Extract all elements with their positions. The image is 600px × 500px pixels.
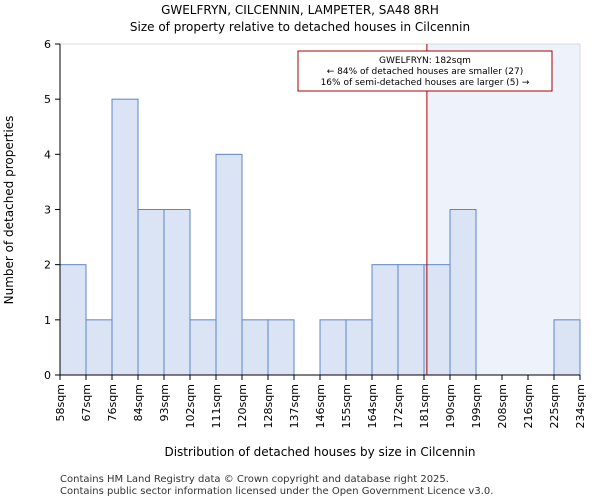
annotation-smaller: ← 84% of detached houses are smaller (27… — [327, 67, 524, 77]
x-tick-label-58sqm: 58sqm — [54, 384, 67, 421]
x-tick-label-120sqm: 120sqm — [236, 384, 249, 428]
x-tick-label-146sqm: 146sqm — [314, 384, 327, 428]
x-tick-label-164sqm: 164sqm — [366, 384, 379, 428]
x-tick-label-172sqm: 172sqm — [392, 384, 405, 428]
bar-128sqm — [267, 319, 295, 376]
x-tick-label-128sqm: 128sqm — [262, 384, 275, 428]
bar-76sqm — [111, 98, 139, 376]
footer-line2: Contains public sector information licen… — [60, 486, 493, 497]
bar-190sqm — [449, 209, 477, 376]
x-tick-label-76sqm: 76sqm — [106, 384, 119, 421]
bar-146sqm — [319, 319, 347, 376]
y-tick-label-5: 5 — [44, 93, 51, 106]
bar-111sqm — [215, 153, 243, 376]
bar-67sqm — [85, 319, 113, 376]
annotation-title: GWELFRYN: 182sqm — [379, 56, 471, 66]
chart-title-line1: GWELFRYN, CILCENNIN, LAMPETER, SA48 8RH — [161, 3, 439, 17]
bar-58sqm — [59, 264, 87, 376]
x-tick-label-67sqm: 67sqm — [80, 384, 93, 421]
annotation-box — [297, 50, 553, 92]
x-tick-label-208sqm: 208sqm — [496, 384, 509, 428]
chart-title-line2: Size of property relative to detached ho… — [130, 20, 470, 34]
y-tick-label-2: 2 — [44, 259, 51, 272]
bar-172sqm — [397, 264, 425, 376]
bar-164sqm — [371, 264, 399, 376]
y-tick-label-3: 3 — [44, 204, 51, 217]
x-tick-label-137sqm: 137sqm — [288, 384, 301, 428]
bar-93sqm — [163, 209, 191, 376]
x-tick-label-234sqm: 234sqm — [574, 384, 587, 428]
y-tick-label-6: 6 — [44, 38, 51, 51]
y-tick-label-1: 1 — [44, 314, 51, 327]
bar-181sqm — [423, 264, 451, 376]
x-tick-label-199sqm: 199sqm — [470, 384, 483, 428]
x-tick-label-84sqm: 84sqm — [132, 384, 145, 421]
bar-155sqm — [345, 319, 373, 376]
bar-84sqm — [137, 209, 165, 376]
x-tick-label-102sqm: 102sqm — [184, 384, 197, 428]
x-tick-label-93sqm: 93sqm — [158, 384, 171, 421]
bar-120sqm — [241, 319, 269, 376]
x-tick-label-190sqm: 190sqm — [444, 384, 457, 428]
y-axis-label: Number of detached properties — [2, 116, 16, 305]
x-axis-label: Distribution of detached houses by size … — [164, 445, 475, 459]
bar-225sqm — [553, 319, 581, 376]
annotation-larger: 16% of semi-detached houses are larger (… — [321, 78, 530, 88]
y-tick-label-4: 4 — [44, 148, 51, 161]
bar-102sqm — [189, 319, 217, 376]
x-tick-label-155sqm: 155sqm — [340, 384, 353, 428]
footer-line1: Contains HM Land Registry data © Crown c… — [60, 474, 449, 485]
x-tick-label-225sqm: 225sqm — [548, 384, 561, 428]
x-tick-label-181sqm: 181sqm — [418, 384, 431, 428]
x-tick-label-216sqm: 216sqm — [522, 384, 535, 428]
plot-area: 0 1 2 3 4 5 6 58sqm 67sqm 76sqm 84sqm 93sqm 102sqm 11… — [44, 38, 587, 428]
y-tick-label-0: 0 — [44, 369, 51, 382]
x-tick-label-111sqm: 111sqm — [210, 384, 223, 428]
